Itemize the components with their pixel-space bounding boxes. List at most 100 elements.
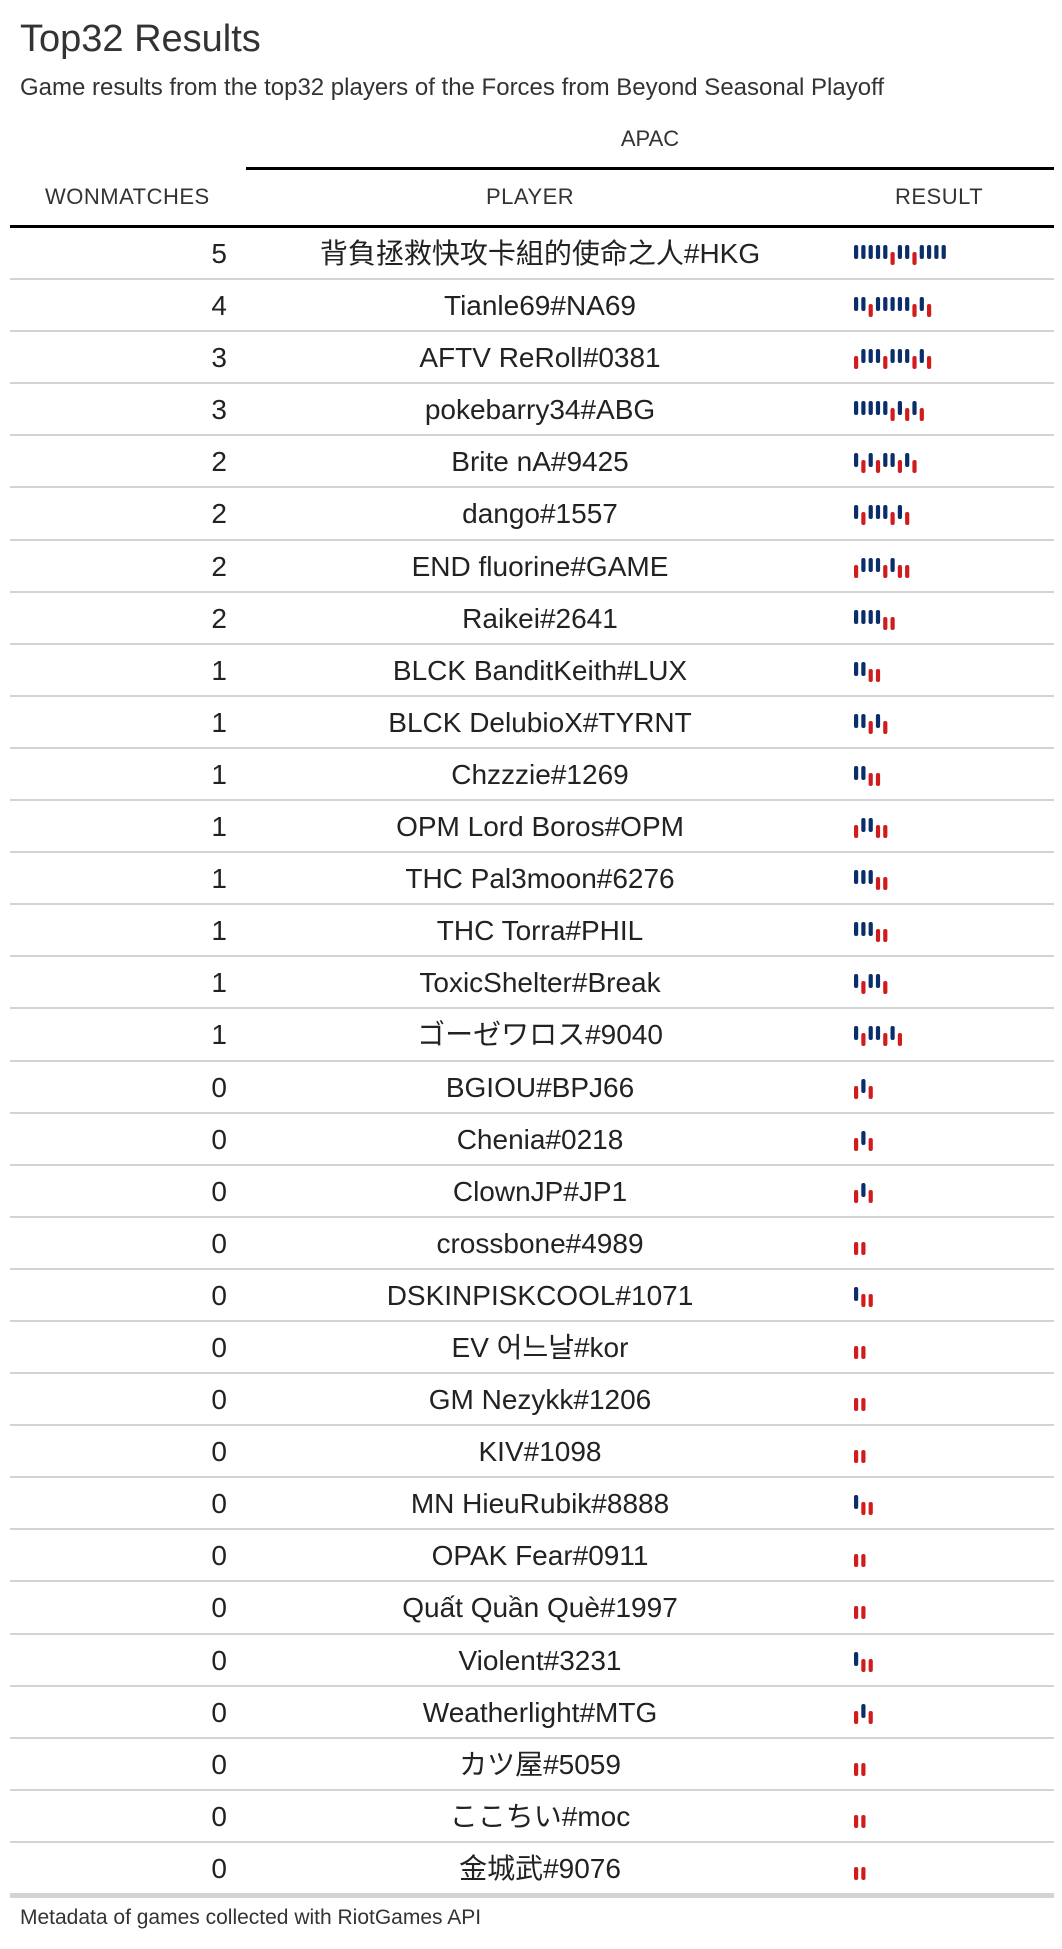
won-matches-cell: 2 bbox=[211, 550, 227, 582]
won-matches-cell: 1 bbox=[211, 863, 227, 895]
win-bar bbox=[854, 765, 859, 780]
player-name-cell: 金城武#9076 bbox=[459, 1852, 621, 1884]
player-name-cell: Brite nA#9425 bbox=[451, 446, 629, 478]
player-name-cell: OPM Lord Boros#OPM bbox=[396, 811, 684, 843]
win-bar bbox=[854, 713, 859, 728]
win-bar bbox=[868, 505, 873, 520]
table-row: 0 Chenia#0218 bbox=[10, 1114, 1054, 1166]
player-name-cell: Weatherlight#MTG bbox=[422, 1696, 658, 1728]
won-matches-cell: 1 bbox=[211, 1019, 227, 1051]
loss-bar bbox=[854, 356, 859, 370]
win-bar bbox=[897, 401, 902, 416]
win-bar bbox=[919, 349, 924, 364]
loss-bar bbox=[868, 1710, 873, 1724]
table-row: 0 Violent#3231 bbox=[10, 1635, 1054, 1687]
column-header-won: WONMATCHES bbox=[45, 184, 210, 209]
won-matches-cell: 0 bbox=[211, 1592, 227, 1624]
win-bar bbox=[868, 557, 873, 572]
loss-bar bbox=[861, 1450, 866, 1464]
win-bar bbox=[919, 297, 924, 312]
won-matches-cell: 0 bbox=[211, 1279, 227, 1311]
loss-bar bbox=[883, 929, 888, 943]
player-name-cell: ここちい#moc bbox=[449, 1800, 631, 1832]
table-row: 2 Raikei#2641 bbox=[10, 593, 1054, 645]
won-matches-cell: 5 bbox=[211, 238, 227, 269]
result-sparkline bbox=[854, 1866, 866, 1880]
win-bar bbox=[868, 1026, 873, 1041]
player-name-cell: Violent#3231 bbox=[458, 1644, 622, 1676]
win-bar bbox=[861, 870, 866, 885]
win-bar bbox=[905, 349, 910, 364]
table-row: 4 Tianle69#NA69 bbox=[10, 280, 1054, 333]
loss-bar bbox=[854, 1866, 859, 1880]
win-bar bbox=[854, 870, 859, 885]
win-bar bbox=[875, 401, 881, 416]
player-name-cell: Chenia#0218 bbox=[456, 1123, 624, 1155]
source-note: Metadata of games collected with RiotGam… bbox=[20, 1906, 482, 1929]
result-sparkline bbox=[854, 1026, 902, 1047]
loss-bar bbox=[854, 564, 859, 578]
player-name-cell: THC Pal3moon#6276 bbox=[405, 863, 675, 895]
player-name-cell: AFTV ReRoll#0381 bbox=[419, 342, 661, 374]
won-matches-cell: 0 bbox=[211, 1384, 227, 1416]
player-name-cell: Chzzzie#1269 bbox=[451, 758, 629, 790]
win-bar bbox=[861, 557, 866, 572]
win-bar bbox=[875, 1026, 881, 1041]
chart-title: Top32 Results bbox=[20, 18, 261, 60]
result-sparkline bbox=[854, 1398, 866, 1412]
loss-bar bbox=[868, 668, 873, 682]
column-header-result: RESULT bbox=[895, 184, 984, 209]
chart-subtitle: Game results from the top32 players of t… bbox=[20, 74, 884, 101]
loss-bar bbox=[927, 356, 932, 370]
won-matches-cell: 0 bbox=[211, 1227, 227, 1259]
won-matches-cell: 0 bbox=[211, 1331, 227, 1363]
loss-bar bbox=[854, 1554, 859, 1568]
player-name-cell: Tianle69#NA69 bbox=[444, 290, 636, 322]
win-bar bbox=[897, 245, 902, 259]
table-row: 5 背負拯救快攻卡組的使命之人#HKG bbox=[10, 228, 1054, 281]
player-name-cell: カツ屋#5059 bbox=[459, 1748, 621, 1780]
win-bar bbox=[934, 245, 939, 259]
player-name-cell: THC Torra#PHIL bbox=[436, 915, 644, 947]
win-bar bbox=[861, 661, 866, 676]
result-sparkline bbox=[854, 349, 932, 370]
loss-bar bbox=[861, 1606, 866, 1620]
loss-bar bbox=[875, 460, 881, 474]
table-row: 1 ゴーゼワロス#9040 bbox=[10, 1009, 1054, 1062]
loss-bar bbox=[905, 512, 910, 526]
results-table-body: 5 背負拯救快攻卡組的使命之人#HKG 4 Tianle69#NA69 3 AFTV Re… bbox=[10, 228, 1054, 1895]
win-bar bbox=[905, 297, 910, 312]
loss-bar bbox=[912, 356, 917, 370]
loss-bar bbox=[890, 616, 895, 630]
loss-bar bbox=[854, 1606, 859, 1620]
result-sparkline bbox=[854, 1286, 873, 1307]
result-sparkline bbox=[854, 1554, 866, 1568]
win-bar bbox=[861, 349, 866, 364]
loss-bar bbox=[883, 981, 888, 995]
win-bar bbox=[890, 1026, 895, 1041]
win-bar bbox=[875, 557, 881, 572]
table-row: 1 BLCK BanditKeith#LUX bbox=[10, 645, 1054, 697]
table-row: 0 crossbone#4989 bbox=[10, 1218, 1054, 1270]
loss-bar bbox=[854, 1189, 859, 1203]
result-sparkline bbox=[854, 922, 888, 943]
table-row: 0 MN HieuRubik#8888 bbox=[10, 1478, 1054, 1531]
loss-bar bbox=[868, 1189, 873, 1203]
loss-bar bbox=[883, 825, 888, 839]
win-bar bbox=[868, 609, 873, 624]
won-matches-cell: 0 bbox=[211, 1748, 227, 1780]
player-name-cell: ゴーゼワロス#9040 bbox=[417, 1019, 663, 1051]
result-sparkline bbox=[854, 661, 881, 682]
result-sparkline bbox=[854, 1703, 873, 1724]
table-row: 0 DSKINPISKCOOL#1071 bbox=[10, 1270, 1054, 1322]
column-header-player: PLAYER bbox=[486, 184, 575, 209]
loss-bar bbox=[861, 1814, 866, 1828]
won-matches-cell: 3 bbox=[211, 394, 227, 426]
loss-bar bbox=[868, 1293, 873, 1307]
region-spanner-label: APAC bbox=[620, 126, 680, 151]
loss-bar bbox=[861, 1554, 866, 1568]
won-matches-cell: 0 bbox=[211, 1852, 227, 1884]
won-matches-cell: 1 bbox=[211, 706, 227, 738]
win-bar bbox=[890, 349, 895, 364]
win-bar bbox=[868, 922, 873, 937]
